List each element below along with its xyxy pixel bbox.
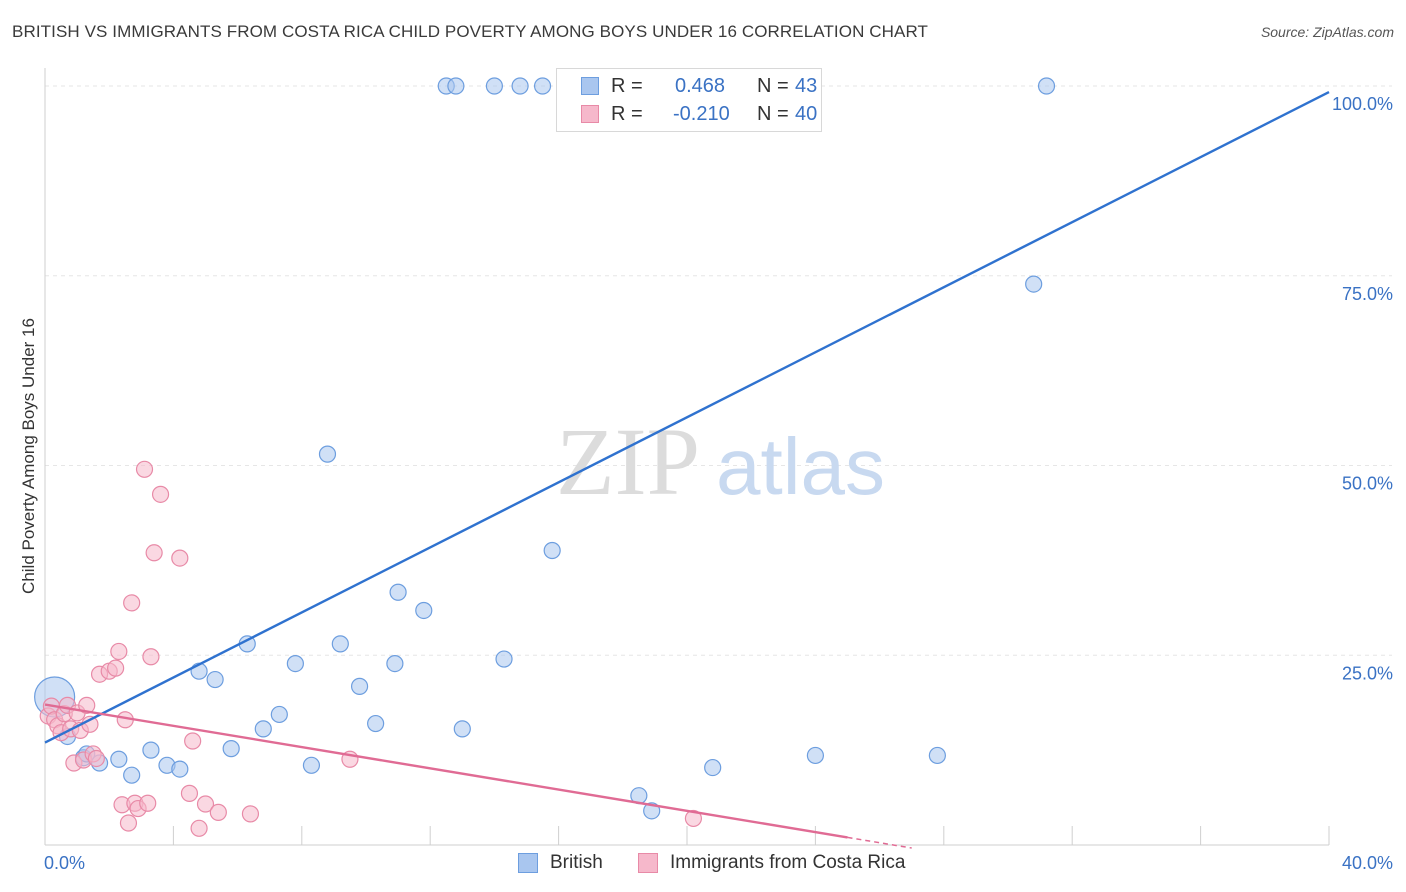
- british-point: [389, 583, 407, 601]
- costa-rica-point: [78, 696, 96, 714]
- british-point: [206, 670, 224, 689]
- watermark: ZIP atlas: [556, 408, 885, 515]
- british-r-value: 0.468: [675, 74, 726, 97]
- costa-rica-point: [171, 549, 189, 567]
- british-point: [110, 750, 128, 768]
- costa-rica-point: [145, 544, 163, 562]
- british-point: [142, 741, 160, 759]
- costa-rica-point: [190, 819, 208, 837]
- costa-rica-point: [87, 749, 105, 768]
- costa-rica-point: [209, 803, 227, 821]
- british-swatch: [581, 77, 599, 95]
- watermark-atlas: atlas: [716, 422, 885, 511]
- british-point: [1037, 77, 1056, 95]
- british-point: [533, 77, 552, 95]
- costa-rica-point: [184, 732, 202, 750]
- british-point: [123, 766, 141, 784]
- costa-rica-trend-line: [44, 703, 848, 839]
- costa-rica-point: [123, 594, 141, 612]
- y-tick-label: 75.0%: [1342, 284, 1393, 304]
- x-tick-label-min: 0.0%: [44, 853, 85, 873]
- costa-rica-n-value: 40: [795, 102, 818, 125]
- british-point: [302, 756, 321, 774]
- british-point: [386, 654, 404, 673]
- costa-rica-r-value: -0.210: [673, 102, 730, 125]
- british-point: [543, 541, 561, 560]
- british-point: [511, 77, 529, 95]
- y-tick-label: 50.0%: [1342, 474, 1393, 494]
- british-point: [286, 654, 304, 673]
- british-point: [318, 445, 337, 463]
- costa-rica-point: [684, 809, 703, 828]
- british-point: [447, 77, 465, 95]
- british-point: [1025, 275, 1043, 293]
- y-tick-label: 25.0%: [1342, 663, 1393, 683]
- british-point: [331, 635, 349, 653]
- british-n-label: N =: [757, 74, 789, 97]
- british-point: [171, 760, 189, 778]
- y-axis-title: Child Poverty Among Boys Under 16: [19, 318, 38, 594]
- british-point: [495, 650, 513, 668]
- british-legend-label: British: [550, 852, 603, 873]
- costa-rica-point: [135, 460, 154, 478]
- costa-rica-trend-extension: [847, 836, 912, 849]
- british-point: [453, 720, 471, 738]
- british-point: [367, 714, 385, 733]
- gridlines: [45, 85, 1392, 656]
- british-point: [704, 758, 722, 777]
- axis-labels: 25.0% 50.0% 75.0% 100.0% 0.0% 40.0% Child Pove…: [19, 94, 1393, 873]
- costa-rica-point: [107, 659, 125, 677]
- y-tick-label: 100.0%: [1332, 94, 1393, 114]
- british-legend-swatch: [518, 853, 538, 873]
- costa-rica-point: [241, 805, 260, 823]
- axes: [44, 68, 1330, 846]
- british-point: [485, 77, 503, 95]
- british-point: [350, 677, 369, 695]
- british-n-value: 43: [795, 74, 818, 97]
- british-trend-line: [44, 91, 1330, 744]
- source-label: Source: ZipAtlas.com: [1260, 24, 1394, 40]
- british-r-label: R =: [611, 74, 643, 97]
- british-point: [270, 705, 288, 724]
- x-tick-label-max: 40.0%: [1342, 853, 1393, 873]
- british-point: [806, 746, 825, 765]
- british-point: [928, 746, 946, 765]
- stats-legend: R = 0.468 N = 43 R = -0.210 N = 40: [556, 68, 822, 132]
- british-point: [222, 740, 240, 758]
- legend-item-costa-rica[interactable]: Immigrants from Costa Rica: [638, 852, 905, 874]
- costa-rica-point: [142, 648, 160, 666]
- costa-rica-n-label: N =: [757, 102, 789, 125]
- costa-rica-point: [180, 784, 199, 802]
- costa-rica-point: [119, 814, 138, 832]
- costa-rica-r-label: R =: [611, 102, 643, 125]
- trend-lines: [44, 91, 1330, 849]
- costa-rica-point: [139, 794, 157, 812]
- british-point: [254, 720, 272, 738]
- costa-rica-legend-swatch: [638, 853, 658, 873]
- chart-title: BRITISH VS IMMIGRANTS FROM COSTA RICA CH…: [12, 22, 929, 41]
- costa-rica-swatch: [581, 105, 599, 123]
- british-point: [415, 601, 433, 620]
- legend-item-british[interactable]: British: [518, 852, 603, 874]
- costa-rica-point: [110, 642, 128, 661]
- data-points: [34, 77, 1056, 837]
- costa-rica-point: [151, 485, 170, 503]
- costa-rica-legend-label: Immigrants from Costa Rica: [670, 852, 906, 873]
- watermark-zip: ZIP: [556, 408, 700, 515]
- costa-rica-point: [196, 795, 215, 813]
